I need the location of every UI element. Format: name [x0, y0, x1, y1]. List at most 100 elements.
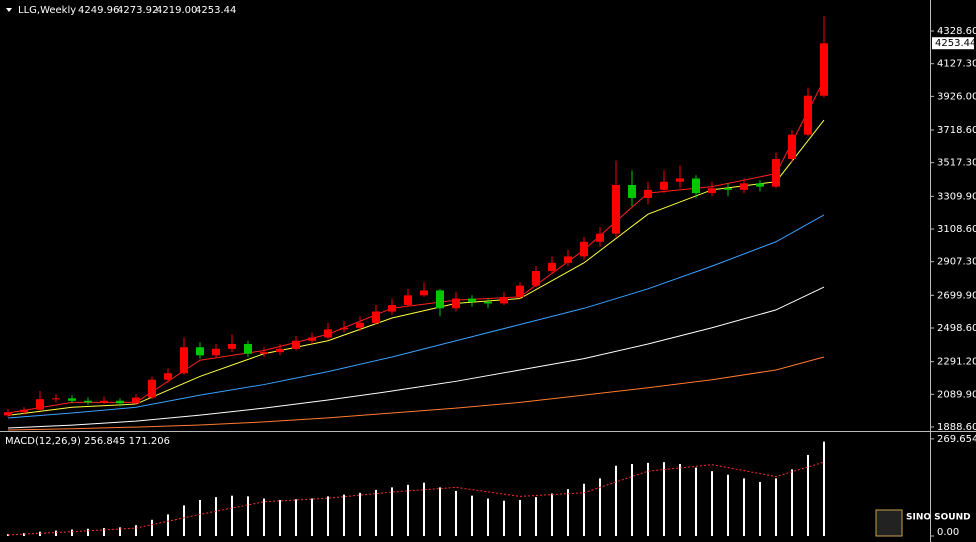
macd-bar [487, 498, 489, 536]
candle-body [788, 134, 796, 159]
macd-bar [119, 527, 121, 536]
moving-average [7, 356, 825, 431]
candle-body [228, 343, 236, 349]
macd-bar [263, 498, 265, 536]
candle-body [692, 178, 700, 194]
macd-bar [583, 483, 585, 536]
candle-body [292, 340, 300, 349]
candle-body [260, 352, 268, 354]
macd-bar [711, 471, 713, 536]
macd-bar [279, 499, 281, 536]
macd-bar [519, 499, 521, 536]
candle-body [164, 373, 172, 380]
candle-body [516, 285, 524, 297]
macd-bar [823, 441, 825, 536]
candle-body [132, 397, 140, 404]
moving-average [7, 214, 825, 419]
macd-bar [71, 529, 73, 536]
candle-body [324, 329, 332, 338]
candle-body [116, 400, 124, 404]
macd-bar [23, 533, 25, 536]
macd-bar [791, 469, 793, 536]
last-price-box [932, 37, 974, 50]
macd-bar [759, 481, 761, 536]
macd-bar [663, 462, 665, 536]
macd-bar [151, 519, 153, 536]
macd-bar [807, 454, 809, 536]
menu-arrow[interactable] [6, 8, 12, 12]
candle-body [580, 241, 588, 257]
macd-bar [55, 530, 57, 536]
macd-bar [775, 478, 777, 536]
macd-bar [87, 528, 89, 536]
y-tick-label: 0.00 [937, 527, 959, 538]
macd-bar [167, 514, 169, 536]
macd-bar [103, 528, 105, 536]
macd-bar [135, 525, 137, 536]
y-tick-label: 3309.90 [937, 191, 976, 202]
candle-body [772, 158, 780, 187]
header-value: 4249.96 [78, 5, 119, 16]
candle-body [676, 178, 684, 182]
macd-bar [327, 496, 329, 536]
candle-body [484, 301, 492, 304]
macd-bar [439, 487, 441, 536]
header-value: 4273.92 [117, 5, 158, 16]
macd-bar [727, 474, 729, 536]
y-tick-label: 269.654 [937, 434, 976, 445]
signal-line [7, 461, 825, 536]
macd-bar [359, 492, 361, 536]
y-tick-label: 4127.30 [937, 59, 976, 70]
logo: SINO SOUND [906, 513, 971, 523]
moving-average [7, 79, 825, 414]
candle-body [740, 183, 748, 190]
candle-body [84, 400, 92, 403]
candle-body [276, 348, 284, 353]
moving-average [7, 286, 825, 429]
macd-bar [423, 482, 425, 536]
y-tick-label: 2089.90 [937, 389, 976, 400]
candle-body [212, 348, 220, 356]
macd-bar [567, 489, 569, 536]
macd-bar [631, 463, 633, 536]
y-tick-label: 2291.20 [937, 357, 976, 368]
candle-body [20, 409, 28, 413]
candle-body [724, 188, 732, 190]
header-value: 4219.00 [156, 5, 197, 16]
moving-average [7, 119, 825, 416]
macd-bar [199, 499, 201, 536]
macd-bar [551, 493, 553, 536]
macd-bar [407, 484, 409, 536]
y-tick-label: 4328.60 [937, 26, 976, 37]
candle-body [340, 327, 348, 330]
candle-body [420, 290, 428, 296]
candle-body [708, 188, 716, 194]
macd-bar [183, 505, 185, 536]
macd-bar [295, 499, 297, 536]
candle-body [612, 184, 620, 234]
candle-body [468, 298, 476, 302]
candle-body [500, 296, 508, 304]
header-value: 4253.44 [195, 5, 236, 16]
y-tick-label: 3718.60 [937, 125, 976, 136]
candle-body [644, 189, 652, 198]
macd-bar [471, 495, 473, 536]
last-price-label: 4253.44 [935, 38, 976, 49]
y-tick-label: 3517.30 [937, 158, 976, 169]
macd-bar [39, 531, 41, 536]
candle-body [436, 290, 444, 309]
macd-bar [599, 478, 601, 536]
candle-body [452, 298, 460, 309]
logo-icon [875, 509, 903, 537]
candle-body [148, 379, 156, 398]
candle-body [756, 183, 764, 187]
candle-body [628, 184, 636, 198]
macd-bar [535, 497, 537, 536]
symbol: LLG,Weekly [18, 5, 76, 16]
candle-body [564, 256, 572, 263]
y-tick-label: 2907.30 [937, 257, 976, 268]
macd-bar [455, 490, 457, 536]
